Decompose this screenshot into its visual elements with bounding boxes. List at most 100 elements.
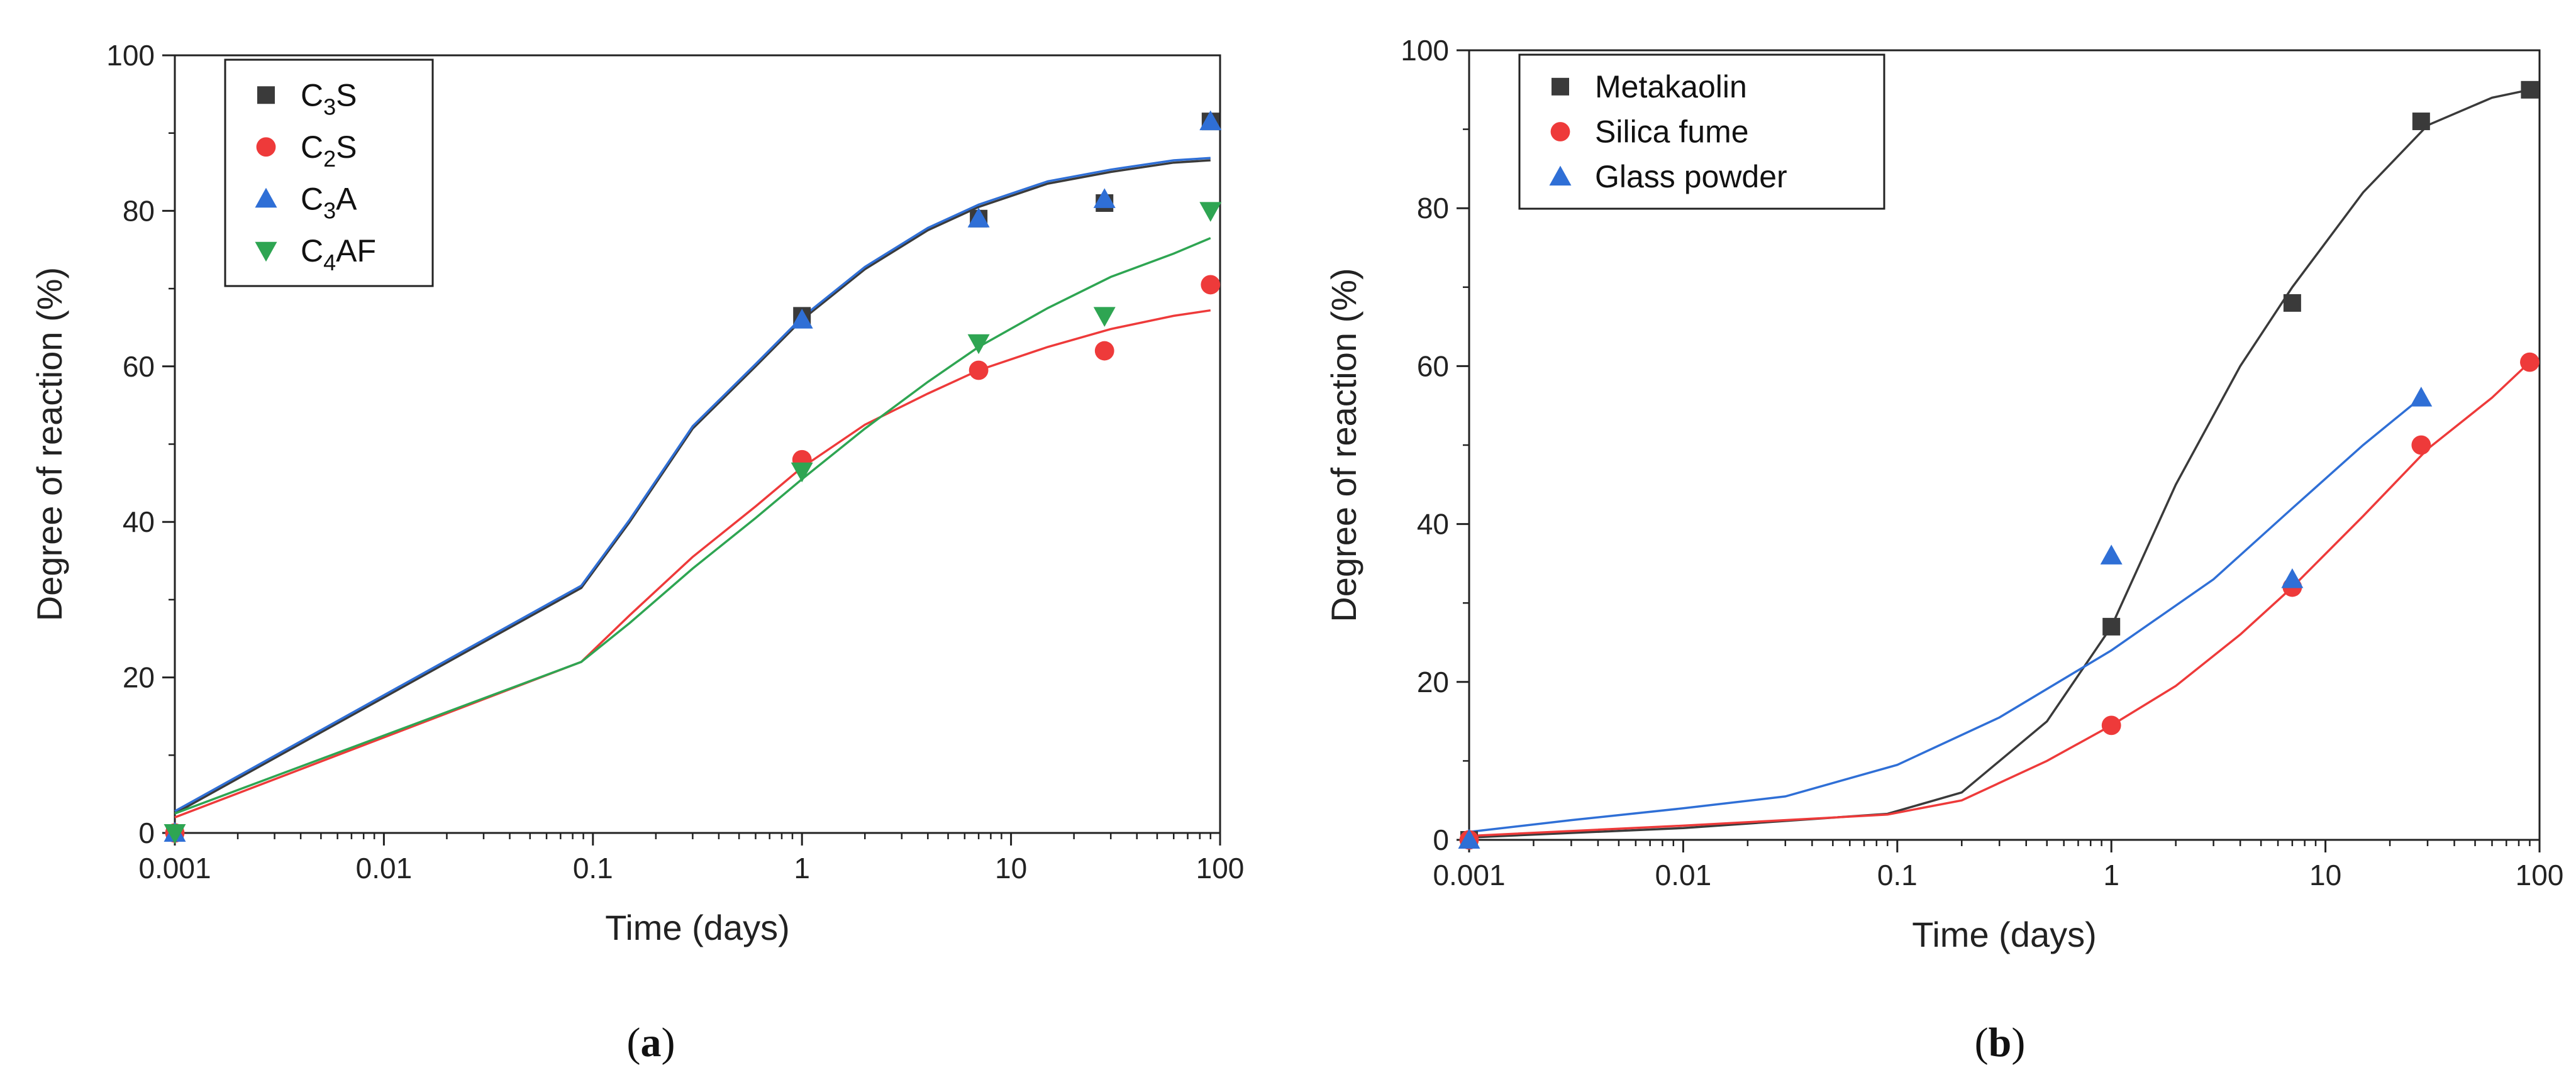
panel-caption: (a) (627, 1020, 675, 1066)
data-point (2281, 568, 2304, 588)
legend-label: C3A (301, 181, 357, 223)
y-tick-label: 0 (138, 817, 155, 849)
x-tick-label: 0.1 (1877, 859, 1918, 891)
data-point (2411, 435, 2431, 455)
x-tick-label: 10 (995, 852, 1027, 884)
x-tick-label: 0.01 (1655, 859, 1712, 891)
legend-label-main: C (301, 181, 323, 216)
legend-label: Metakaolin (1595, 69, 1747, 104)
legend-label-main: Metakaolin (1595, 69, 1747, 104)
legend-label: Silica fume (1595, 114, 1749, 150)
chart-panel-b: 0.001 0.01 0.1 1 10 100 0 20 40 60 80 100 Time (days… (1324, 34, 2563, 1066)
x-tick-label: 0.01 (356, 852, 413, 884)
y-tick-label: 80 (1417, 192, 1449, 224)
data-point (1458, 829, 1480, 849)
legend-label-subscript: 4 (323, 250, 336, 275)
legend-marker (1552, 77, 1569, 96)
data-point (1199, 110, 1222, 131)
panel-caption: (b) (1975, 1020, 2026, 1066)
data-point (967, 207, 990, 228)
x-tick-label: 100 (1196, 852, 1245, 884)
y-tick-label: 0 (1433, 824, 1449, 856)
y-tick-label: 60 (123, 350, 155, 383)
legend-label-main: C (301, 77, 323, 113)
series-c4af (164, 202, 1222, 844)
y-tick-label: 20 (1417, 666, 1449, 698)
legend-label-rest: S (336, 77, 357, 113)
data-point (1199, 202, 1222, 222)
data-point (2412, 113, 2430, 131)
legend-marker (1550, 122, 1570, 141)
legend-marker (1549, 165, 1572, 186)
caption-open-paren: ( (627, 1020, 641, 1066)
x-tick-label: 0.001 (1433, 859, 1505, 891)
data-point (969, 360, 989, 380)
y-tick-label: 60 (1417, 350, 1449, 382)
legend-label-main: C (301, 129, 323, 165)
legend-label-subscript: 3 (323, 94, 336, 119)
legend-label: C4AF (301, 233, 376, 275)
y-axis: 0 20 40 60 80 100 (106, 39, 175, 849)
x-tick-label: 0.1 (573, 852, 613, 884)
legend-label: Glass powder (1595, 159, 1787, 194)
legend-label-rest: AF (336, 233, 376, 268)
x-axis: 0.001 0.01 0.1 1 10 100 (1433, 840, 2563, 891)
data-point (1094, 341, 1114, 361)
x-tick-label: 1 (794, 852, 810, 884)
data-point (2283, 294, 2301, 312)
data-point (2102, 617, 2121, 636)
chart-panel-a: 0.001 0.01 0.1 1 10 100 0 20 40 60 80 100 Time (days… (30, 39, 1244, 1066)
caption-open-paren: ( (1975, 1020, 1989, 1066)
legend-label: C3S (301, 77, 357, 119)
data-point (164, 824, 186, 844)
y-tick-label: 100 (106, 39, 155, 72)
y-axis: 0 20 40 60 80 100 (1401, 34, 1469, 856)
x-tick-label: 1 (2103, 859, 2119, 891)
y-tick-label: 20 (123, 661, 155, 694)
caption-letter: b (1989, 1020, 2012, 1066)
data-point (967, 334, 990, 355)
data-point (2101, 715, 2121, 736)
legend-marker (255, 187, 277, 208)
legend-box (1518, 53, 1885, 210)
data-point (1093, 307, 1116, 327)
legend-label-subscript: 3 (323, 197, 336, 223)
data-point (2521, 80, 2539, 99)
legend-label-subscript: 2 (323, 146, 336, 172)
legend-label: C2S (301, 129, 357, 172)
y-tick-label: 100 (1401, 34, 1449, 67)
data-point (791, 462, 813, 483)
fit-line-silica-fume (1468, 361, 2531, 837)
fit-line-c3a (174, 157, 1211, 812)
y-tick-label: 40 (1417, 508, 1449, 541)
legend: Metakaolin Silica fume Glass powder (1518, 53, 1885, 210)
fit-line-c3s (174, 159, 1211, 815)
x-tick-label: 10 (2309, 859, 2341, 891)
data-point (2410, 387, 2433, 407)
legend-label-rest: A (336, 181, 357, 216)
x-axis-title: Time (days) (1912, 915, 2097, 954)
caption-close-paren: ) (662, 1020, 675, 1066)
y-axis-title: Degree of reaction (%) (30, 267, 69, 621)
data-point (791, 309, 813, 329)
y-tick-label: 80 (123, 194, 155, 227)
legend-marker (256, 137, 276, 157)
x-axis-title: Time (days) (605, 908, 790, 947)
series-silica-fume (1459, 352, 2540, 850)
data-point (2100, 544, 2123, 565)
x-axis: 0.001 0.01 0.1 1 10 100 (138, 833, 1244, 884)
fit-line-glass-powder (1468, 397, 2422, 834)
x-tick-label: 100 (2516, 859, 2564, 891)
fit-line-c2s (174, 309, 1211, 818)
data-point (1201, 275, 1221, 295)
legend-label-main: Glass powder (1595, 159, 1787, 194)
legend-label-main: Silica fume (1595, 114, 1749, 150)
series-glass-powder (1458, 387, 2433, 849)
caption-close-paren: ) (2011, 1020, 2025, 1066)
caption-letter: a (641, 1020, 662, 1066)
legend-label-main: C (301, 233, 323, 268)
legend-marker (257, 86, 275, 104)
fit-line-c4af (174, 237, 1211, 815)
